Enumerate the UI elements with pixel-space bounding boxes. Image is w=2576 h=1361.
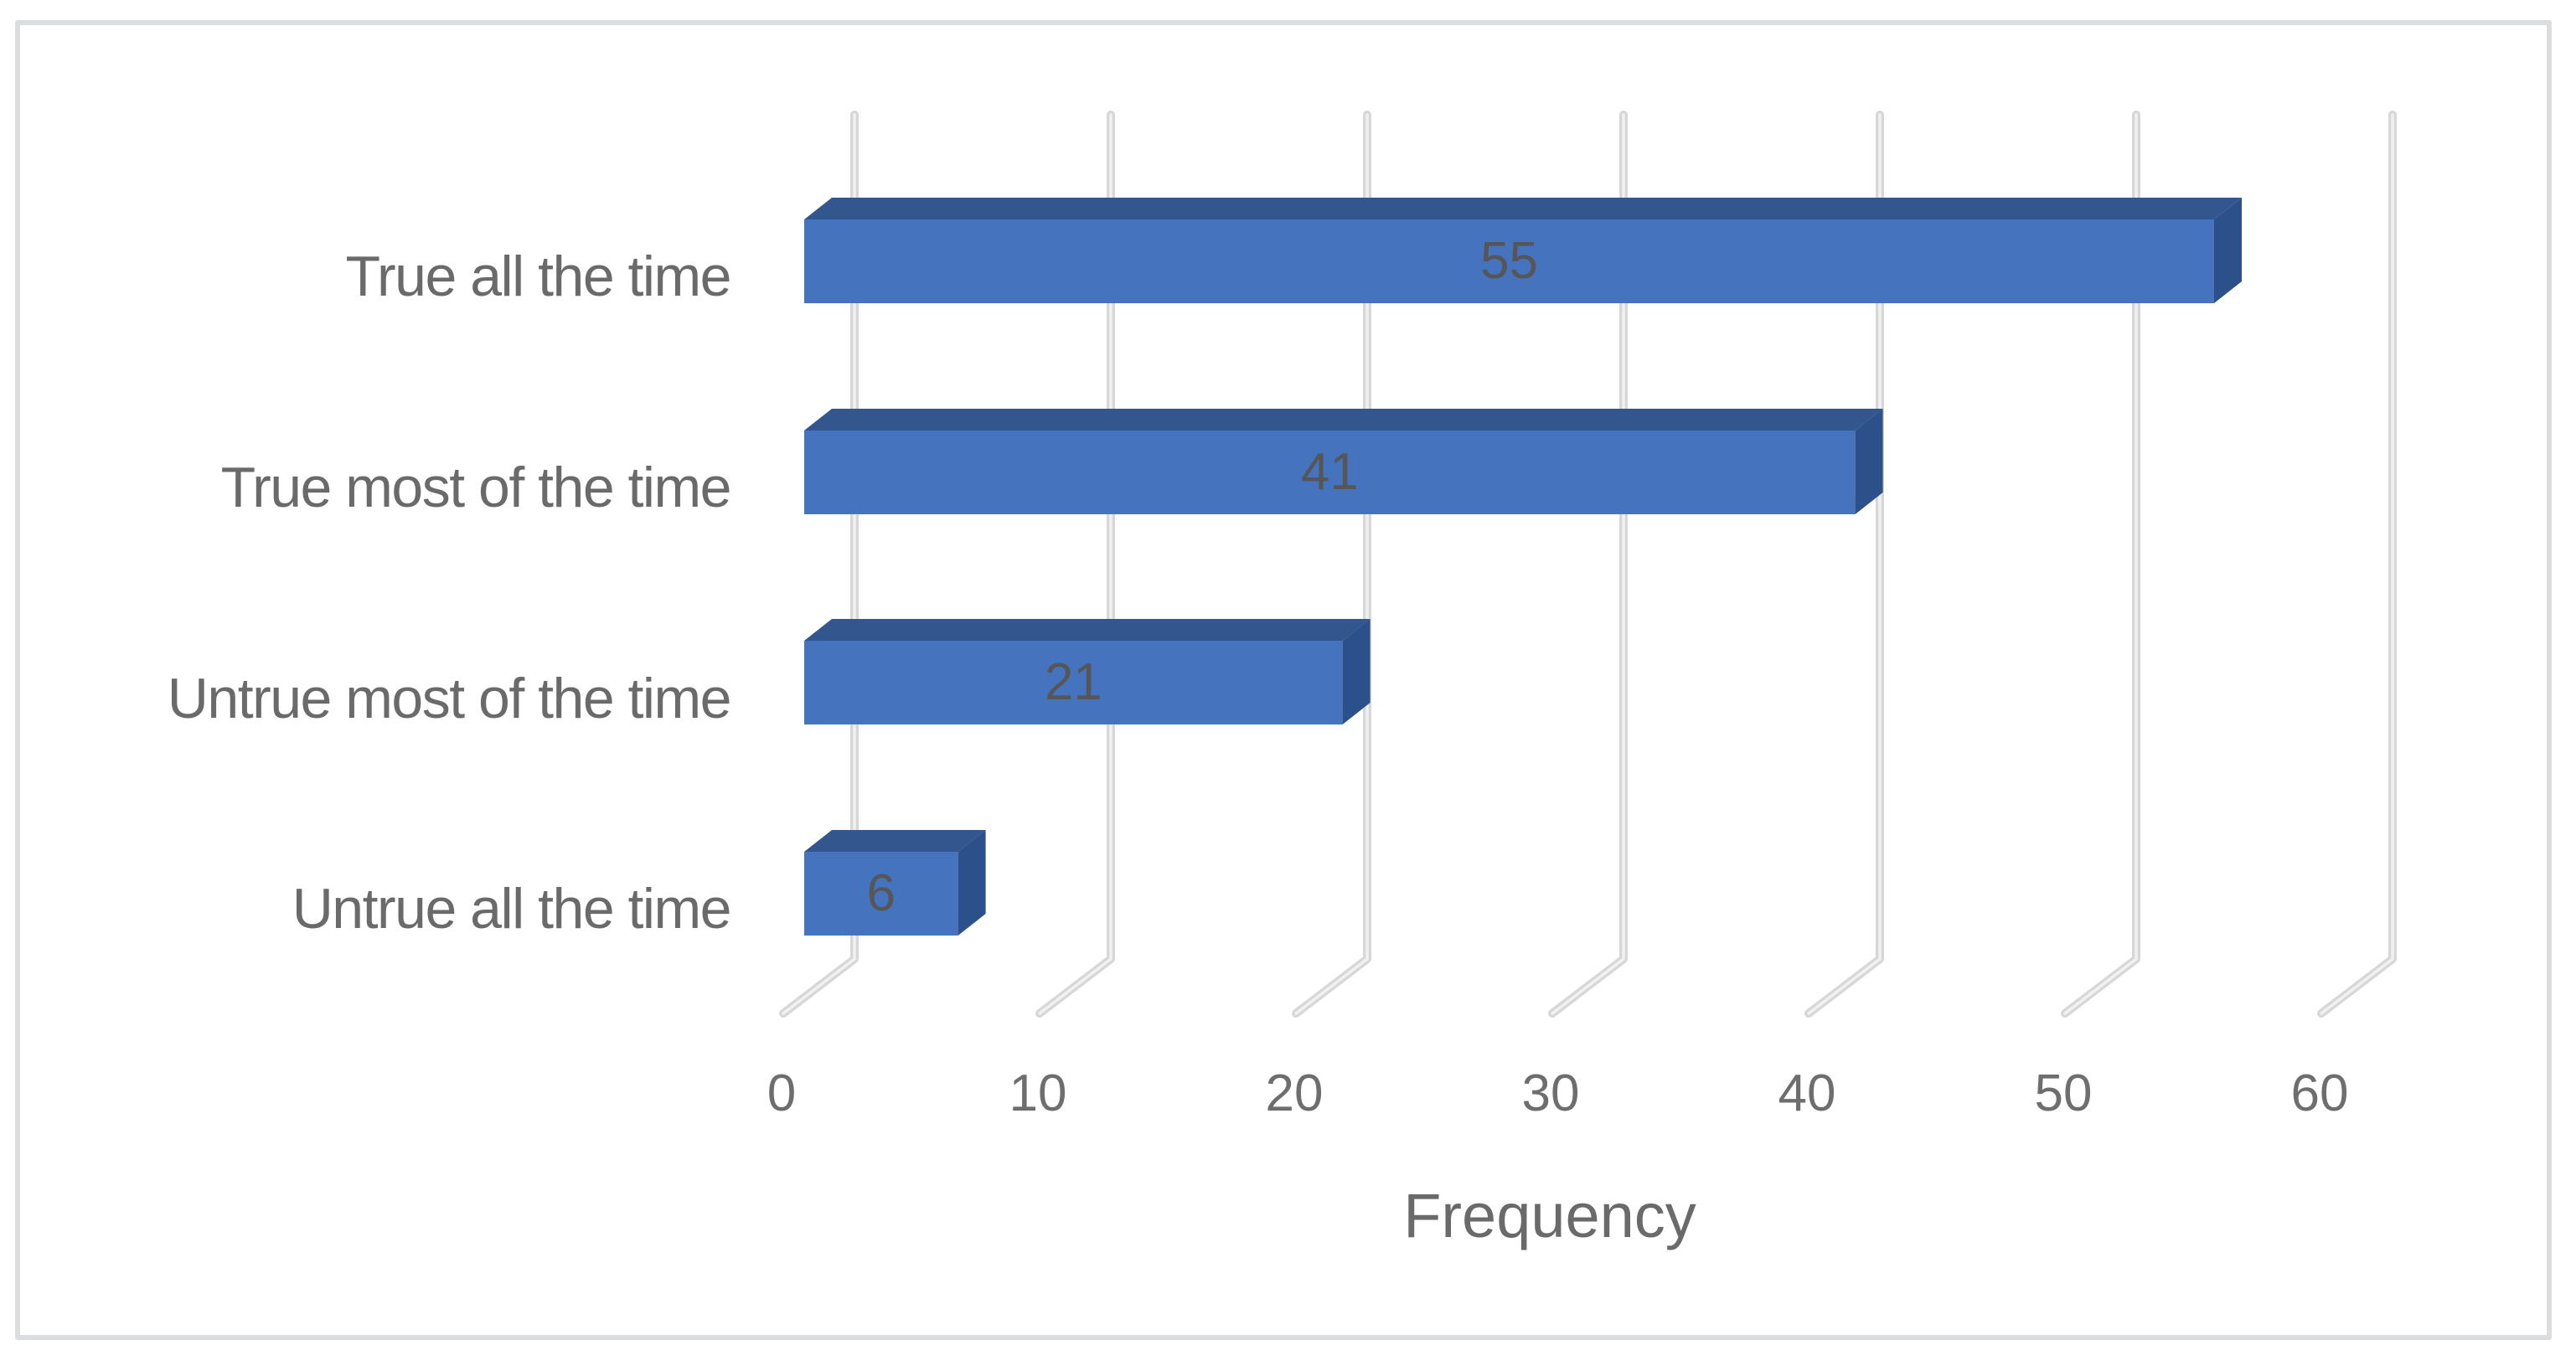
x-tick-label: 60 <box>2290 1065 2349 1122</box>
x-axis-title: Frequency <box>1403 1181 1696 1250</box>
data-label: 21 <box>1044 653 1102 711</box>
data-label: 41 <box>1300 443 1359 501</box>
x-tick-label: 50 <box>2034 1065 2093 1122</box>
category-label: True most of the time <box>220 456 732 519</box>
category-label: Untrue all the time <box>292 877 732 941</box>
category-label: True all the time <box>345 245 732 308</box>
x-tick-label: 20 <box>1265 1065 1324 1122</box>
data-label: 6 <box>866 864 896 922</box>
x-tick-label: 30 <box>1521 1065 1580 1122</box>
x-tick-label: 0 <box>767 1065 797 1122</box>
category-label: Untrue most of the time <box>167 667 732 730</box>
x-tick-label: 10 <box>1009 1065 1067 1122</box>
x-tick-label: 40 <box>1778 1065 1836 1122</box>
data-label: 55 <box>1480 232 1538 290</box>
